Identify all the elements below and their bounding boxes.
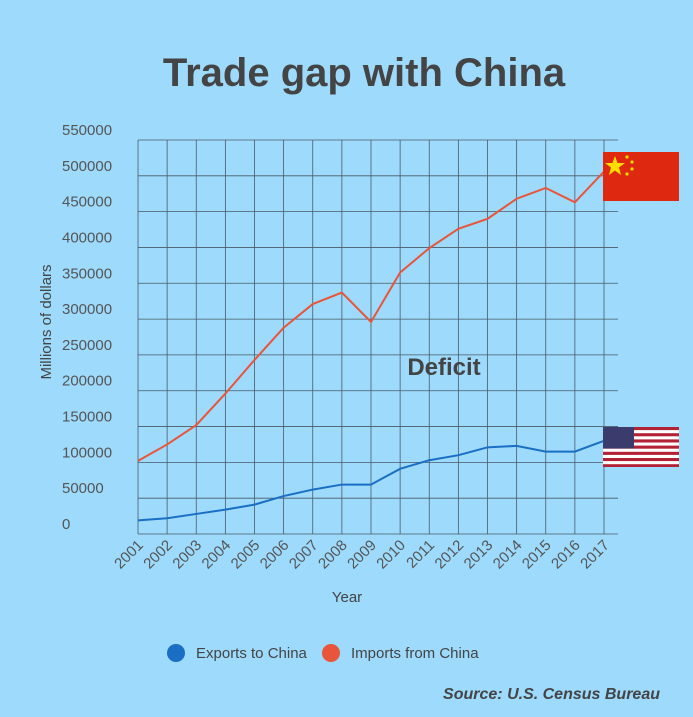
y-tick-label: 250000 — [62, 337, 112, 354]
y-tick-label: 350000 — [62, 265, 112, 282]
y-tick-label: 500000 — [62, 158, 112, 175]
legend-marker — [322, 644, 340, 662]
us-flag — [603, 427, 679, 467]
y-tick-label: 450000 — [62, 194, 112, 211]
x-axis-label: Year — [332, 589, 362, 606]
series-line — [137, 439, 605, 522]
y-tick-label: 400000 — [62, 229, 112, 246]
y-tick-label: 150000 — [62, 409, 112, 426]
legend-label: Exports to China — [196, 645, 308, 662]
chart-title: Trade gap with China — [163, 51, 566, 95]
china-flag — [603, 152, 679, 201]
y-tick-label: 50000 — [62, 480, 104, 497]
y-tick-label: 0 — [62, 516, 70, 533]
y-tick-label: 100000 — [62, 444, 112, 461]
series-line — [137, 170, 605, 462]
legend-marker — [167, 644, 185, 662]
y-tick-label: 550000 — [62, 122, 112, 139]
y-tick-label: 300000 — [62, 301, 112, 318]
y-tick-label: 200000 — [62, 373, 112, 390]
source: Source: U.S. Census Bureau — [443, 686, 660, 703]
annotation: Deficit — [407, 354, 480, 381]
legend: Exports to China Imports from China — [167, 644, 479, 662]
legend-label: Imports from China — [351, 645, 479, 662]
y-axis-label: Millions of dollars — [38, 264, 55, 379]
